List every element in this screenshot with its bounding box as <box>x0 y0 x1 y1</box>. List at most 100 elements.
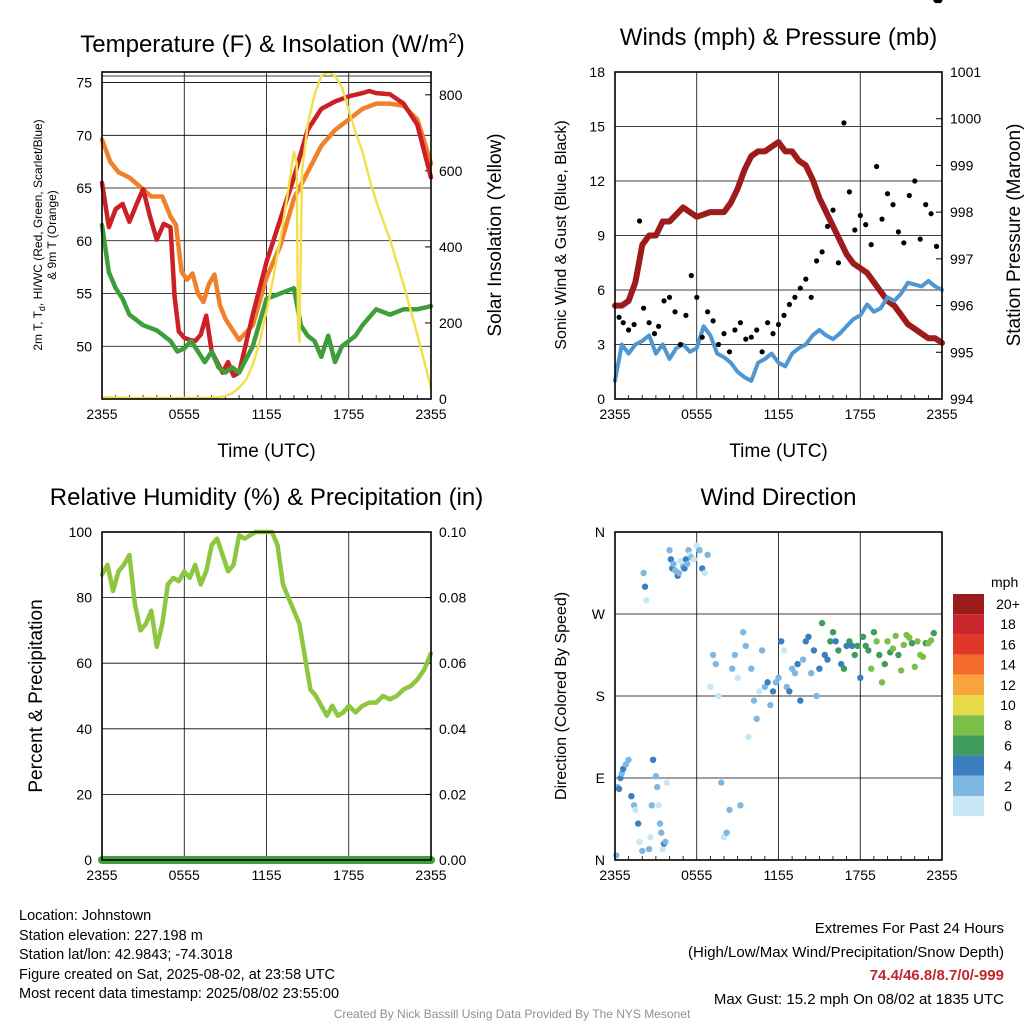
direction-point <box>813 692 820 700</box>
y-tick-label: 60 <box>76 233 92 249</box>
direction-point <box>636 838 643 845</box>
created-text: Figure created on Sat, 2025-08-02, at 23… <box>19 966 335 983</box>
gust-point <box>732 327 738 333</box>
gust-point <box>683 312 689 318</box>
y-tick-label: 65 <box>76 180 92 196</box>
direction-point <box>656 820 664 827</box>
direction-point <box>645 845 653 853</box>
x-tick-label: 0555 <box>681 406 712 422</box>
gust-point <box>830 207 836 213</box>
wind-speed-line <box>613 278 944 383</box>
y-axis-label-line1: 2m T, Td, HI/WC (Red, Green, Scarlet/Blu… <box>31 119 47 350</box>
y-tick-label: 100 <box>69 524 93 540</box>
y-tick-label: 3 <box>597 337 605 353</box>
direction-point <box>936 0 943 4</box>
y2-tick-label: 200 <box>439 315 463 331</box>
direction-point <box>641 583 649 590</box>
temperature-panel: 2355 0555 1155 1755 2355 50 55 60 65 70 75 0 200 400 6… <box>31 30 506 462</box>
direction-point <box>731 651 739 659</box>
y-tick-label: 12 <box>589 173 605 189</box>
gust-point <box>616 314 622 320</box>
legend-swatch <box>953 674 984 695</box>
x-tick-label: 1155 <box>251 867 281 883</box>
y-axis-label: 2m T, Td, HI/WC (Red, Green, Scarlet/Blu… <box>31 119 59 350</box>
gust-point <box>737 320 744 326</box>
recent-data-text: Most recent data timestamp: 2025/08/02 2… <box>19 986 340 1003</box>
gust-point <box>765 320 771 326</box>
direction-point <box>613 852 620 859</box>
direction-point <box>816 665 823 672</box>
y-tick-label: 55 <box>76 286 92 302</box>
gust-point <box>797 285 803 291</box>
gust-point <box>857 212 863 219</box>
direction-point <box>927 637 935 644</box>
y2-tick-label: 0.04 <box>439 721 466 737</box>
direction-point <box>745 733 752 741</box>
latlon-text: Station lat/lon: 42.9843; -74.3018 <box>19 947 233 964</box>
x-tick-label: 1155 <box>763 406 793 422</box>
y-tick-label: 6 <box>597 282 605 298</box>
location-text: Location: Johnstown <box>19 908 152 924</box>
x-tick-label: 0555 <box>169 867 200 883</box>
x-tick-label: 1755 <box>845 867 876 883</box>
gust-point <box>933 243 940 249</box>
direction-point <box>748 665 755 672</box>
direction-point <box>756 688 763 695</box>
y2-axis-label: Solar Insolation (Yellow) <box>485 133 506 336</box>
direction-point <box>709 651 717 659</box>
x-tick-label: 0555 <box>169 406 200 422</box>
direction-point <box>919 653 927 660</box>
gust-point <box>890 202 896 208</box>
direction-point <box>648 802 655 809</box>
x-tick-label: 1755 <box>333 406 364 422</box>
direction-point <box>870 629 878 636</box>
legend-label: 6 <box>1004 737 1012 753</box>
legend-title: mph <box>991 574 1018 590</box>
gust-point <box>666 294 673 300</box>
gust-point <box>923 202 929 208</box>
x-tick-label: 2355 <box>926 867 957 883</box>
direction-point <box>758 647 766 654</box>
legend-swatch <box>953 654 984 675</box>
y-tick-label: 0 <box>597 391 605 407</box>
ylabel-subscript: d <box>37 306 47 311</box>
direction-point <box>737 802 744 809</box>
extremes-title: Extremes For Past 24 Hours <box>814 920 1004 937</box>
direction-point <box>914 638 921 645</box>
direction-point <box>734 674 741 681</box>
direction-point <box>677 558 684 565</box>
gust-point <box>786 301 793 308</box>
humidity-precip-panel: 2355 0555 1155 1755 23550204060801000.000.02… <box>26 484 483 883</box>
plot-border <box>101 531 432 861</box>
gust-point <box>895 229 902 235</box>
y-tick-label: 20 <box>76 786 92 802</box>
direction-point <box>701 569 709 577</box>
direction-point <box>791 670 799 677</box>
y2-tick-label: 0.02 <box>439 786 466 802</box>
direction-point <box>810 647 818 654</box>
y2-tick-label: 997 <box>950 251 974 267</box>
direction-point <box>662 838 669 845</box>
y-tick-label: 9 <box>597 228 605 244</box>
y2-tick-label: 999 <box>950 157 974 173</box>
gust-point <box>672 309 678 315</box>
y-tick-label: 50 <box>76 338 92 354</box>
y2-tick-label: 0.08 <box>439 590 466 606</box>
dewpoint-line <box>99 222 434 375</box>
gust-point <box>631 321 637 328</box>
gust-point <box>928 211 934 217</box>
direction-point <box>632 806 639 814</box>
legend-label: 12 <box>1000 677 1016 693</box>
gust-point <box>715 341 722 348</box>
direction-point <box>878 679 886 686</box>
chart-title: Winds (mph) & Pressure (mb) <box>620 24 937 51</box>
gust-point <box>656 323 662 329</box>
y-tick-label: 70 <box>76 127 92 143</box>
gust-point <box>661 298 667 304</box>
x-tick-label: 1755 <box>333 867 364 883</box>
gust-point <box>620 320 626 326</box>
direction-point <box>639 847 646 855</box>
y-tick-label: 80 <box>76 590 92 606</box>
y2-tick-label: 400 <box>439 239 463 255</box>
gust-point <box>846 189 853 195</box>
